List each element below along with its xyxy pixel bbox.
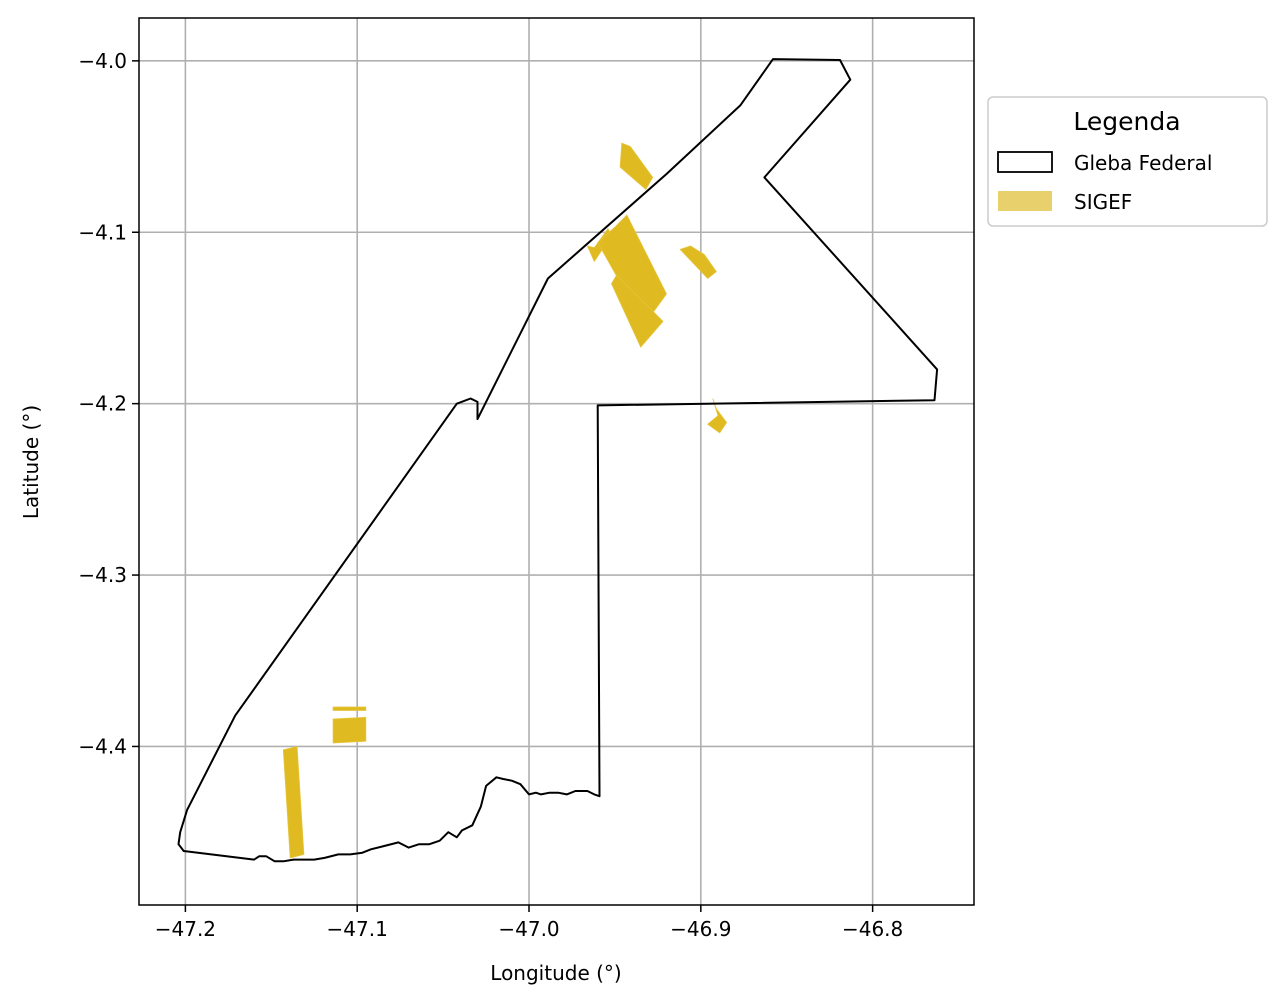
- map-layers: [177, 58, 939, 863]
- legend-swatch-sigef: [998, 191, 1052, 211]
- y-tick-label: −4.2: [78, 392, 127, 416]
- plot-frame: [138, 17, 975, 906]
- y-tick-label: −4.0: [78, 49, 127, 73]
- sigef-parcel: [619, 142, 654, 191]
- legend-label-gleba: Gleba Federal: [1074, 151, 1212, 175]
- legend-title: Legenda: [1073, 107, 1180, 136]
- sigef-parcel: [679, 245, 717, 280]
- legend-box: [987, 96, 1268, 227]
- legend-label-sigef: SIGEF: [1074, 190, 1132, 214]
- axis-ticks: −47.2 −47.1 −47.0 −46.9 −46.8 −4.0 −4.1 −4.2 −4.…: [78, 49, 903, 941]
- sigef-parcel: [332, 716, 367, 744]
- legend: Legenda Gleba Federal SIGEF: [987, 96, 1268, 227]
- y-tick-label: −4.1: [78, 220, 127, 244]
- x-tick-label: −46.9: [670, 917, 731, 941]
- x-tick-label: −46.8: [842, 917, 903, 941]
- gleba-federal-boundary: [177, 58, 939, 863]
- x-tick-label: −47.0: [498, 917, 559, 941]
- x-axis-title: Longitude (°): [490, 961, 621, 985]
- y-tick-label: −4.3: [78, 563, 127, 587]
- legend-swatch-gleba: [997, 151, 1053, 173]
- sigef-parcel: [611, 274, 664, 348]
- sigef-parcel: [332, 706, 367, 711]
- sigef-parcel: [707, 398, 728, 434]
- x-tick-label: −47.1: [327, 917, 388, 941]
- grid-lines: [139, 18, 974, 905]
- y-tick-label: −4.4: [78, 734, 127, 758]
- x-tick-label: −47.2: [155, 917, 216, 941]
- y-axis-title: Latitude (°): [19, 405, 43, 519]
- sigef-parcel: [282, 745, 305, 859]
